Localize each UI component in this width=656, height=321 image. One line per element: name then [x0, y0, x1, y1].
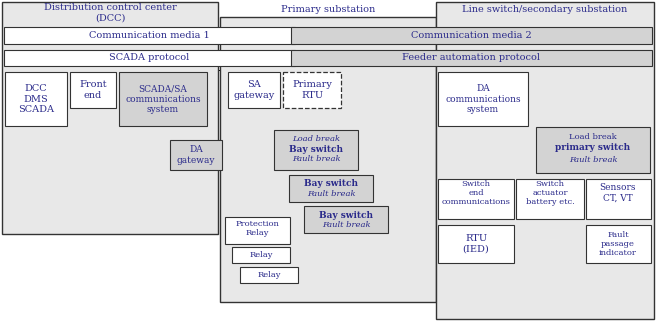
Bar [4, 50, 295, 66]
Bar [228, 72, 280, 108]
Text: RTU
(IED): RTU (IED) [462, 234, 489, 254]
Text: Distribution control center
(DCC): Distribution control center (DCC) [44, 3, 176, 23]
Text: DA
gateway: DA gateway [176, 145, 215, 165]
Bar [4, 27, 295, 44]
Bar [274, 130, 358, 170]
Text: Front
end: Front end [79, 80, 107, 100]
Bar [2, 2, 218, 234]
Text: Communication media 2: Communication media 2 [411, 31, 531, 40]
Text: DCC
DMS
SCADA: DCC DMS SCADA [18, 84, 54, 114]
Bar [283, 72, 341, 108]
Text: Relay: Relay [245, 229, 269, 237]
Text: Load break: Load break [292, 135, 340, 143]
Bar [225, 217, 290, 244]
Text: Primary substation: Primary substation [281, 4, 375, 13]
Bar [291, 50, 652, 66]
Text: Communication media 1: Communication media 1 [89, 31, 209, 40]
Bar [232, 247, 290, 263]
Bar [289, 175, 373, 202]
Bar [436, 2, 654, 319]
Text: Relay: Relay [249, 251, 273, 259]
Bar [586, 225, 651, 263]
Bar [438, 179, 514, 219]
Text: Fault
passage
indicator: Fault passage indicator [599, 231, 637, 257]
Bar [438, 72, 528, 126]
Bar [119, 72, 207, 126]
Text: Fault break: Fault break [321, 221, 371, 229]
Text: Primary
RTU: Primary RTU [292, 80, 332, 100]
Text: Switch
actuator
battery etc.: Switch actuator battery etc. [525, 180, 575, 206]
Bar [536, 127, 650, 173]
Text: Fault break: Fault break [569, 156, 617, 164]
Text: Fault break: Fault break [292, 155, 340, 163]
Bar [516, 179, 584, 219]
Text: Sensors
CT, VT: Sensors CT, VT [600, 183, 636, 203]
Text: DA
communications
system: DA communications system [445, 84, 521, 114]
Text: Fault break: Fault break [307, 190, 356, 198]
Text: Feeder automation protocol: Feeder automation protocol [402, 54, 540, 63]
Text: Load break: Load break [569, 133, 617, 141]
Text: Line switch/secondary substation: Line switch/secondary substation [462, 5, 628, 14]
Bar [170, 140, 222, 170]
Bar [586, 179, 651, 219]
Text: Switch
end
communications: Switch end communications [441, 180, 510, 206]
Text: SCADA protocol: SCADA protocol [109, 54, 189, 63]
Bar [438, 225, 514, 263]
Text: Bay switch: Bay switch [289, 144, 343, 153]
Bar [304, 206, 388, 233]
Text: Relay: Relay [257, 271, 281, 279]
Text: Bay switch: Bay switch [304, 179, 358, 188]
Bar [220, 17, 436, 302]
Bar [291, 27, 652, 44]
Text: Bay switch: Bay switch [319, 211, 373, 220]
Bar [5, 72, 67, 126]
Text: SA
gateway: SA gateway [234, 80, 275, 100]
Bar [240, 267, 298, 283]
Text: SCADA/SA
communications
system: SCADA/SA communications system [125, 84, 201, 114]
Bar [70, 72, 116, 108]
Text: primary switch: primary switch [556, 143, 630, 152]
Text: Protection: Protection [235, 220, 279, 228]
